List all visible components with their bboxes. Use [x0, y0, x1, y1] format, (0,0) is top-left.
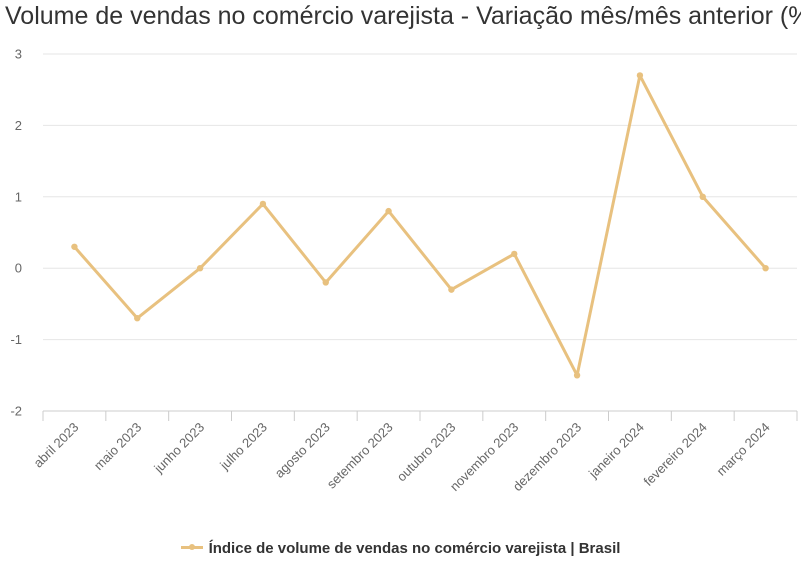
data-point[interactable] — [699, 193, 706, 200]
y-tick-label: 1 — [15, 189, 22, 204]
series-layer — [71, 72, 769, 379]
legend-entry-label: Índice de volume de vendas no comércio v… — [208, 540, 621, 557]
x-tick-label: abril 2023 — [31, 420, 82, 471]
y-tick-label: -1 — [10, 332, 22, 347]
series-line — [72, 73, 768, 377]
data-point[interactable] — [511, 250, 518, 258]
y-axis: 3 2 1 0 -1 -2 — [10, 47, 22, 419]
legend-swatch — [180, 543, 203, 550]
data-point[interactable] — [196, 265, 204, 272]
data-point[interactable] — [134, 314, 141, 322]
legend-swatch-dot — [188, 543, 195, 550]
data-point[interactable] — [636, 72, 644, 79]
x-tick-label: março 2024 — [714, 420, 773, 479]
x-tick-label: outubro 2023 — [394, 420, 459, 485]
legend[interactable]: Índice de volume de vendas no comércio v… — [0, 540, 801, 557]
data-point[interactable] — [573, 372, 581, 379]
data-point[interactable] — [259, 200, 267, 208]
x-tick-label: maio 2023 — [91, 420, 145, 474]
x-tick-label: dezembro 2023 — [510, 420, 584, 494]
data-point[interactable] — [71, 243, 78, 250]
x-tick-label: setembro 2023 — [324, 420, 396, 492]
line-chart: 3 2 1 0 -1 -2 abril 2023 maio 2023 junho 2023 ju… — [10, 47, 798, 494]
gridlines — [43, 53, 797, 341]
chart-title: Volume de vendas no comércio varejista -… — [5, 2, 801, 30]
y-tick-label: -2 — [10, 404, 22, 419]
x-tick-label: julho 2023 — [216, 420, 270, 474]
y-tick-label: 3 — [15, 47, 22, 62]
x-tick-label: fevereiro 2024 — [640, 420, 709, 489]
y-tick-label: 2 — [15, 118, 22, 133]
data-point[interactable] — [762, 265, 769, 272]
x-tick-label: agosto 2023 — [272, 420, 333, 481]
x-axis: abril 2023 maio 2023 junho 2023 julho 2023 a… — [31, 410, 798, 494]
data-point[interactable] — [322, 279, 329, 286]
data-point[interactable] — [385, 207, 392, 215]
x-tick-label: janeiro 2024 — [585, 420, 647, 482]
y-tick-label: 0 — [15, 261, 22, 276]
data-point[interactable] — [448, 286, 455, 293]
x-tick-label: junho 2023 — [150, 420, 207, 477]
